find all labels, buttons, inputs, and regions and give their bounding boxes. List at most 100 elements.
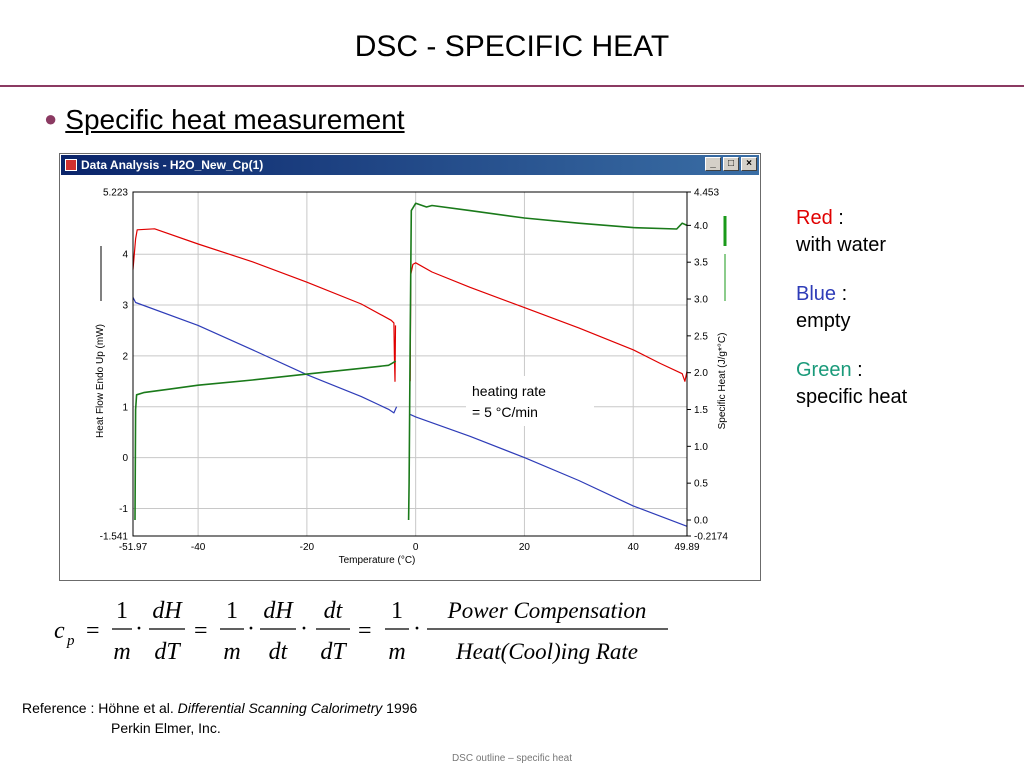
note-red-label: Red — [796, 207, 833, 229]
y-right-tick-label: 2.0 — [694, 368, 708, 379]
y-right-tick-label: 1.5 — [694, 405, 708, 416]
note-blue-label: Blue — [796, 283, 837, 305]
series-line-0 — [132, 228, 397, 382]
note-green: Green : specific heat — [796, 357, 907, 411]
formula-frac4-num: dH — [263, 598, 294, 624]
reference-line2: Perkin Elmer, Inc. — [111, 720, 221, 736]
window-titlebar[interactable]: Data Analysis - H2O_New_Cp(1) _ □ × — [61, 155, 759, 175]
formula-frac4-den: dt — [269, 639, 289, 665]
x-axis-label: Temperature (°C) — [339, 555, 416, 566]
formula-frac7-num: Power Compensation — [447, 598, 647, 623]
series-line-5 — [407, 202, 688, 521]
formula-frac1-den: m — [113, 639, 130, 665]
x-tick-label: 0 — [413, 542, 419, 553]
window-controls: _ □ × — [705, 157, 757, 171]
series-line-4 — [134, 360, 397, 521]
y-left-tick-label: -1 — [119, 504, 128, 515]
y-right-tick-label: 4.0 — [694, 221, 708, 232]
y-right-tick-label: 3.5 — [694, 258, 708, 269]
x-tick-label: 20 — [519, 542, 531, 553]
title-divider — [0, 85, 1024, 87]
y-right-tick-label: 0.0 — [694, 515, 708, 526]
slide-title: DSC - SPECIFIC HEAT — [354, 30, 670, 63]
note-red-colon: : — [832, 207, 844, 229]
x-tick-label: -40 — [191, 542, 206, 553]
maximize-button[interactable]: □ — [723, 157, 739, 171]
formula-frac6-num: 1 — [391, 598, 403, 624]
y-right-tick-label: 2.5 — [694, 331, 708, 342]
y-left-tick-label: 3 — [122, 301, 128, 312]
series-line-3 — [409, 413, 688, 527]
y-left-tick-label: 1 — [122, 402, 128, 413]
x-tick-label: -51.97 — [119, 542, 148, 553]
series-layer — [132, 202, 688, 527]
formula-frac3-den: m — [223, 639, 240, 665]
formula-eq-1: = — [86, 618, 100, 644]
y-right-tick-label: 1.0 — [694, 442, 708, 453]
y-right-tick-label: 3.0 — [694, 295, 708, 306]
minimize-button[interactable]: _ — [705, 157, 721, 171]
annotation-box — [466, 376, 594, 426]
window-body: -51.97 -40 -20 0 20 40 49.89 5.223 4 3 2 1 0 -1 -1.541… — [61, 176, 759, 579]
reference-book: Differential Scanning Calorimetry — [177, 700, 383, 716]
note-green-colon: : — [851, 359, 863, 381]
slide-footer: DSC outline – specific heat — [451, 753, 573, 764]
formula-dot-2: · — [247, 616, 255, 642]
reference-prefix: Reference : Höhne et al. — [22, 700, 178, 716]
annotation-line2: = 5 °C/min — [472, 404, 538, 420]
reference-citation: Reference : Höhne et al. Differential Sc… — [22, 698, 417, 738]
data-analysis-window: Data Analysis - H2O_New_Cp(1) _ □ × -51.… — [59, 153, 761, 581]
formula-frac5-den: dT — [320, 639, 347, 665]
note-blue-desc: empty — [796, 310, 851, 332]
y-left-tick-label: 4 — [122, 250, 128, 261]
formula-dot-3: · — [300, 616, 308, 642]
reference-line1: Reference : Höhne et al. Differential Sc… — [22, 698, 417, 718]
window-title: Data Analysis - H2O_New_Cp(1) — [81, 158, 264, 172]
formula-frac7-den: Heat(Cool)ing Rate — [455, 639, 638, 664]
y-left-tick-label: -1.541 — [100, 532, 129, 543]
formula-cp: c — [54, 618, 65, 644]
formula-frac2-num: dH — [152, 598, 183, 624]
formula-frac2-den: dT — [154, 639, 181, 665]
y-right-tick-label: 4.453 — [694, 188, 719, 199]
x-tick-label: 49.89 — [674, 542, 699, 553]
annotation-line1: heating rate — [472, 383, 546, 399]
formula-frac1-num: 1 — [116, 598, 128, 624]
note-blue-colon: : — [836, 283, 848, 305]
specific-heat-formula: c p = 1 m · dH dT = 1 m · dH dt · dt dT … — [54, 598, 668, 665]
x-tick-label: -20 — [300, 542, 315, 553]
formula-frac5-num: dt — [324, 598, 344, 624]
note-red-desc: with water — [796, 234, 887, 256]
y-left-tick-label: 0 — [122, 453, 128, 464]
bullet-item: ● Specific heat measurement — [44, 104, 405, 136]
bullet-text: Specific heat measurement — [65, 104, 405, 135]
formula-eq-2: = — [194, 618, 208, 644]
formula-frac3-num: 1 — [226, 598, 238, 624]
note-green-label: Green — [796, 359, 852, 381]
formula-dot-1: · — [135, 616, 143, 642]
note-red: Red : with water — [796, 205, 907, 259]
app-icon — [65, 159, 77, 171]
y-left-tick-label: 5.223 — [103, 188, 128, 199]
ticks-layer: -51.97 -40 -20 0 20 40 49.89 5.223 4 3 2 1 0 -1 -1.541… — [100, 188, 729, 554]
formula-sub-p: p — [66, 633, 75, 649]
reference-year: 1996 — [382, 700, 418, 716]
y-axis-right-label: Specific Heat (J/g*°C) — [717, 333, 728, 430]
series-line-1 — [409, 262, 688, 382]
y-left-tick-label: 2 — [122, 351, 128, 362]
formula-dot-4: · — [413, 616, 421, 642]
note-green-desc: specific heat — [796, 386, 908, 408]
formula-frac6-den: m — [388, 639, 405, 665]
note-blue: Blue : empty — [796, 281, 907, 335]
plot-frame — [132, 191, 688, 537]
dsc-chart: -51.97 -40 -20 0 20 40 49.89 5.223 4 3 2 1 0 -1 -1.541… — [95, 188, 729, 567]
bullet-dot-icon: ● — [44, 106, 58, 131]
x-tick-label: 40 — [628, 542, 640, 553]
close-button[interactable]: × — [741, 157, 757, 171]
formula-eq-3: = — [358, 618, 372, 644]
axes-layer — [132, 191, 691, 537]
series-line-2 — [132, 297, 398, 414]
y-right-tick-label: -0.2174 — [694, 532, 728, 543]
y-axis-left-label: Heat Flow Endo Up (mW) — [95, 324, 106, 438]
y-right-tick-label: 0.5 — [694, 479, 708, 490]
